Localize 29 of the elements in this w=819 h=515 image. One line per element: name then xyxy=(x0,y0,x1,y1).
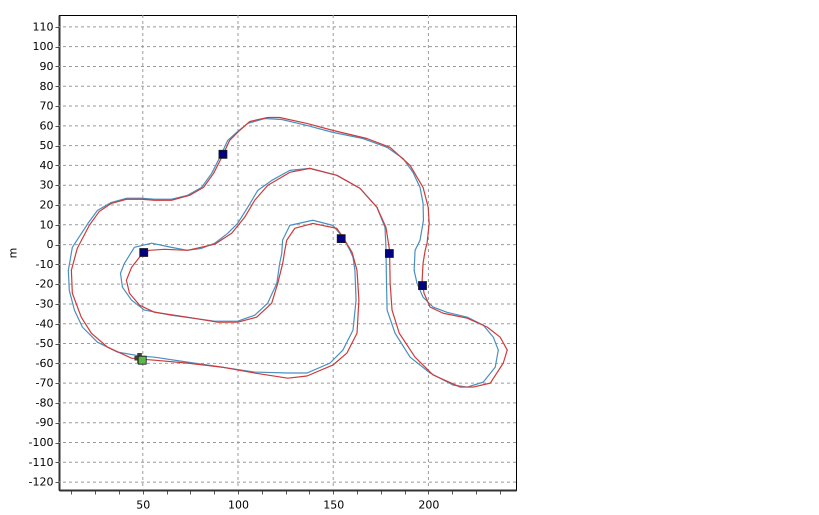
y-tick-label: -80 xyxy=(36,396,54,410)
y-tick-label: -90 xyxy=(36,416,54,430)
y-tick-label: 40 xyxy=(40,158,54,172)
y-tick-label: 0 xyxy=(46,238,54,252)
y-tick-label: 20 xyxy=(40,198,54,212)
y-tick-label: -100 xyxy=(28,436,54,449)
y-tick-label: 10 xyxy=(40,218,54,232)
y-tick-label: -30 xyxy=(36,297,54,310)
y-tick-label: 60 xyxy=(40,119,54,132)
y-tick-label: -110 xyxy=(28,456,54,469)
x-tick-label: 50 xyxy=(136,498,150,512)
y-axis-title: m xyxy=(6,248,20,258)
y-tick-label: 90 xyxy=(40,60,54,73)
y-tick-label: -50 xyxy=(36,337,54,350)
y-tick-label: 30 xyxy=(40,178,54,192)
y-tick-label: -60 xyxy=(36,356,54,370)
x-tick-label: 100 xyxy=(228,498,249,512)
y-tick-label: -40 xyxy=(36,317,54,330)
x-tick-label: 200 xyxy=(418,498,440,512)
y-tick-label: 70 xyxy=(40,100,54,113)
y-tick-label: 80 xyxy=(40,80,54,93)
y-tick-label: 50 xyxy=(40,139,54,152)
y-tick-label: -20 xyxy=(36,278,54,291)
y-tick-label: 110 xyxy=(32,20,54,34)
y-tick-label: -70 xyxy=(36,376,54,390)
y-tick-label: 100 xyxy=(32,40,54,54)
x-tick-label: 150 xyxy=(323,498,344,512)
y-tick-label: -10 xyxy=(36,258,54,271)
y-tick-label: -120 xyxy=(28,476,54,489)
